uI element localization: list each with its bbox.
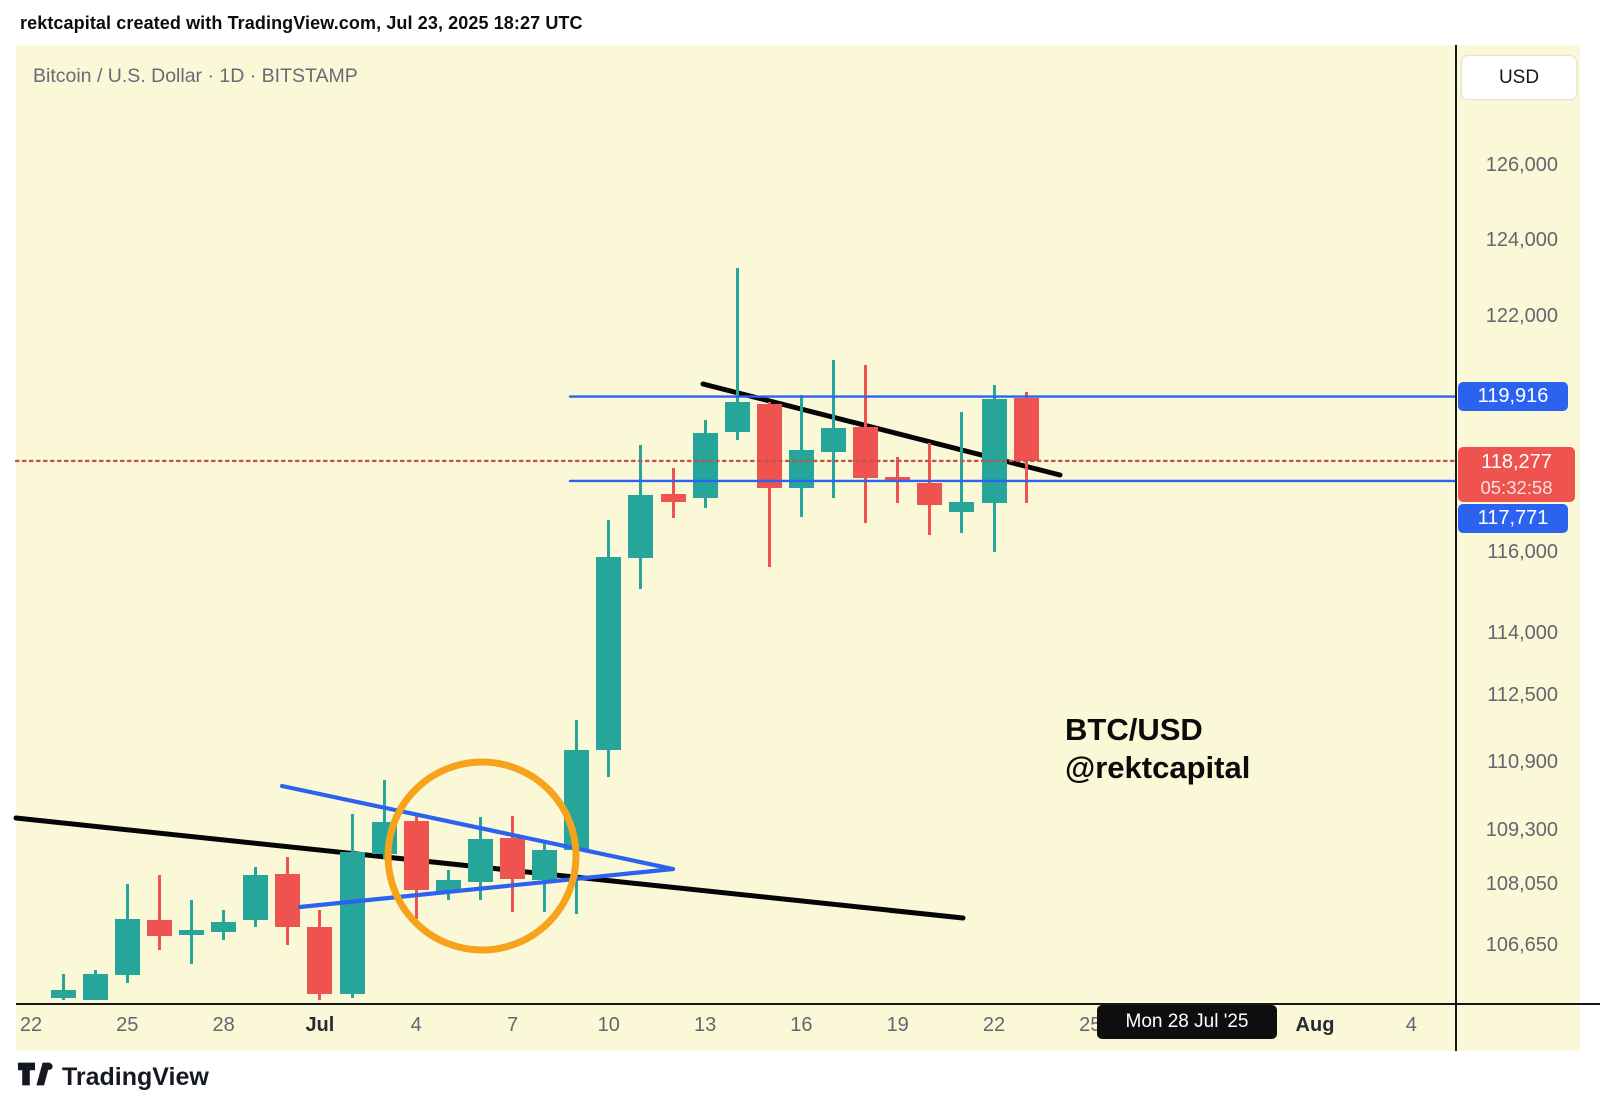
candle-body-jun-28 (211, 921, 237, 932)
time-tick-7: 7 (506, 1014, 519, 1036)
time-tick-4: 4 (1405, 1014, 1417, 1036)
page-title: rektcapital created with TradingView.com… (20, 13, 583, 33)
candle-wick-jul-12 (671, 467, 675, 518)
candle-body-jul-15 (756, 403, 782, 488)
candle-body-jul-21 (949, 501, 975, 512)
crosshair-date-tooltip: Mon 28 Jul '25 (1097, 1005, 1277, 1039)
price-tick-122000: 122,000 (1485, 304, 1558, 327)
candle-body-jul-12 (660, 493, 686, 502)
candle-body-jun-29 (243, 874, 269, 921)
candle-body-jul-19 (885, 477, 911, 482)
time-tick-10: 10 (597, 1014, 620, 1036)
time-tick-jul: Jul (305, 1014, 335, 1036)
resistance-price-value: 119,916 (1477, 385, 1549, 408)
price-tick-124000: 124,000 (1485, 228, 1558, 251)
time-tick-13: 13 (693, 1014, 717, 1036)
time-axis-line (16, 1003, 1600, 1005)
price-scale[interactable]: USD (1456, 45, 1600, 1003)
price-tick-126000: 126,000 (1485, 154, 1558, 176)
candle-body-jul-6 (467, 839, 493, 883)
candle-wick-jun-23 (61, 974, 65, 1001)
candle-body-jul-3 (371, 822, 397, 855)
bar-countdown: 05:32:58 (1480, 476, 1553, 498)
time-tick-aug: Aug (1295, 1014, 1335, 1036)
candle-body-jul-17 (821, 428, 846, 452)
symbol-title: Bitcoin / U.S. Dollar · 1D · BITSTAMP (33, 65, 358, 87)
support-price-value: 117,771 (1477, 507, 1549, 530)
candle-body-jul-9 (564, 750, 590, 851)
time-tick-22: 22 (19, 1014, 43, 1036)
candle-body-jul-16 (788, 449, 814, 488)
footer: TradingView (17, 1060, 209, 1094)
candle-body-jun-26 (146, 920, 172, 937)
candle-body-jul-2 (339, 852, 365, 994)
last-price-tag: 118,277 05:32:58 (1458, 447, 1575, 503)
price-tick-116000: 116,000 (1487, 540, 1558, 563)
currency-usd-button[interactable]: USD (1461, 55, 1577, 100)
candle-body-jul-8 (532, 850, 558, 881)
tradingview-logo-icon[interactable] (17, 1060, 53, 1094)
candle-body-jul-23 (1013, 397, 1039, 461)
price-tick-114000: 114,000 (1487, 622, 1558, 645)
time-tick-28: 28 (212, 1014, 235, 1036)
candle-body-jul-22 (981, 399, 1007, 503)
candle-body-jul-7 (500, 838, 525, 880)
candle-body-jul-11 (628, 494, 654, 558)
candle-body-jul-5 (435, 880, 461, 893)
candle-body-jul-4 (403, 821, 429, 891)
price-tick-106650: 106,650 (1485, 934, 1558, 956)
candle-body-jun-25 (114, 919, 140, 975)
time-tick-19: 19 (886, 1014, 909, 1036)
price-tick-109300: 109,300 (1485, 819, 1558, 842)
candle-body-jun-23 (50, 989, 76, 998)
candle-body-jul-10 (596, 556, 622, 751)
price-tick-108050: 108,050 (1485, 872, 1558, 895)
price-tick-112500: 112,500 (1487, 684, 1558, 707)
candle-wick-jun-26 (157, 874, 161, 950)
candle-body-jun-24 (82, 974, 108, 1001)
resistance-price-tag: 119,916 (1458, 382, 1568, 412)
watermark-symbol: BTC/USD (1065, 712, 1203, 747)
candle-wick-jul-14 (735, 267, 739, 440)
time-tick-4: 4 (410, 1014, 422, 1036)
watermark: BTC/USD @rektcapital (1065, 711, 1250, 787)
watermark-handle: @rektcapital (1065, 750, 1251, 785)
last-price-value: 118,277 (1481, 450, 1552, 473)
candle-body-jul-18 (853, 426, 879, 478)
time-tick-25: 25 (1079, 1014, 1102, 1036)
candle-body-jul-14 (724, 401, 750, 432)
candle-body-jun-27 (179, 930, 204, 935)
candle-wick-jul-21 (960, 412, 964, 533)
time-tick-22: 22 (982, 1014, 1006, 1036)
candle-body-jul-1 (307, 927, 333, 994)
time-tick-16: 16 (790, 1014, 813, 1036)
price-tick-110900: 110,900 (1487, 751, 1558, 774)
tradingview-logo-text[interactable]: TradingView (62, 1062, 209, 1091)
candle-body-jun-30 (275, 874, 301, 928)
time-tick-25: 25 (116, 1014, 139, 1036)
price-axis-line (1455, 45, 1457, 1051)
candle-body-jul-20 (917, 482, 943, 505)
support-price-tag: 117,771 (1458, 504, 1568, 534)
candle-body-jul-13 (692, 432, 718, 498)
